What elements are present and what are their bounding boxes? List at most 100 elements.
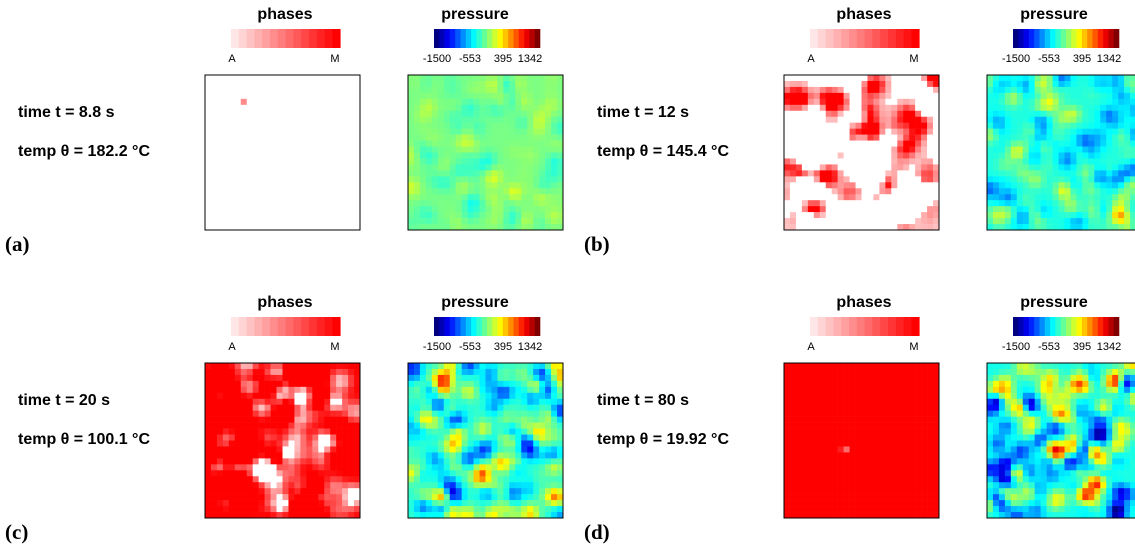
phase-cell xyxy=(211,399,217,405)
phase-cell xyxy=(324,452,330,458)
phase-cell xyxy=(844,482,850,488)
pressure-cell xyxy=(426,200,432,206)
pressure-cell xyxy=(539,147,545,153)
pressure-cell xyxy=(414,182,420,188)
pressure-cell xyxy=(1118,224,1124,230)
phase-cell xyxy=(873,375,879,381)
pressure-cell xyxy=(438,494,444,500)
pressure-cell xyxy=(1053,87,1059,93)
pressure-cell xyxy=(420,375,426,381)
pressure-cell xyxy=(444,494,450,500)
phase-cell xyxy=(324,147,330,153)
pressure-cell xyxy=(450,99,456,105)
phase-cell xyxy=(253,129,259,135)
phase-cell xyxy=(897,105,903,111)
colorbar-step xyxy=(492,29,498,48)
phase-cell xyxy=(927,369,933,375)
phase-cell xyxy=(288,446,294,452)
phase-cell xyxy=(306,81,312,87)
phase-cell xyxy=(832,87,838,93)
phase-cell xyxy=(288,81,294,87)
pressure-cell xyxy=(503,170,509,176)
phase-cell xyxy=(336,512,342,518)
phase-cell xyxy=(820,482,826,488)
phase-cell xyxy=(832,200,838,206)
phase-cell xyxy=(247,206,253,212)
phase-cell xyxy=(909,512,915,518)
phase-cell xyxy=(253,99,259,105)
pressure-cell xyxy=(486,405,492,411)
pressure-cell xyxy=(462,141,468,147)
phase-cell xyxy=(283,111,289,117)
phase-cell xyxy=(324,435,330,441)
pressure-cell xyxy=(420,464,426,470)
pressure-cell xyxy=(486,387,492,393)
pressure-cell xyxy=(999,375,1005,381)
phase-cell xyxy=(229,417,235,423)
phase-cell xyxy=(324,224,330,230)
time-label: time t = 12 s xyxy=(597,104,689,121)
pressure-cell xyxy=(408,164,414,170)
pressure-cell xyxy=(527,81,533,87)
phase-cell xyxy=(903,494,909,500)
phase-cell xyxy=(867,164,873,170)
pressure-cell xyxy=(1017,153,1023,159)
pressure-cell xyxy=(420,206,426,212)
pressure-cell xyxy=(1005,147,1011,153)
pressure-cell xyxy=(426,158,432,164)
phase-cell xyxy=(288,117,294,123)
pressure-cell xyxy=(491,435,497,441)
pressure-cell xyxy=(1041,218,1047,224)
pressure-cell xyxy=(527,452,533,458)
pressure-cell xyxy=(426,512,432,518)
phase-cell xyxy=(217,446,223,452)
phase-cell xyxy=(838,494,844,500)
pressure-cell xyxy=(456,375,462,381)
colorbar-step xyxy=(524,317,530,336)
phase-cell xyxy=(867,117,873,123)
phase-cell xyxy=(229,147,235,153)
pressure-cell xyxy=(426,494,432,500)
colorbar-step xyxy=(1093,29,1099,48)
pressure-cell xyxy=(1047,105,1053,111)
pressure-cell xyxy=(1100,200,1106,206)
phase-cell xyxy=(820,399,826,405)
pressure-cell xyxy=(438,93,444,99)
phase-cell xyxy=(862,135,868,141)
pressure-cell xyxy=(480,135,486,141)
pressure-cell xyxy=(503,129,509,135)
pressure-cell xyxy=(515,500,521,506)
phase-cell xyxy=(324,129,330,135)
phase-cell xyxy=(283,381,289,387)
pressure-cell xyxy=(480,476,486,482)
pressure-cell xyxy=(408,488,414,494)
phase-cell xyxy=(241,224,247,230)
pressure-cell xyxy=(420,87,426,93)
phase-cell xyxy=(205,123,211,129)
pressure-cell xyxy=(521,393,527,399)
phase-cell xyxy=(927,482,933,488)
pressure-cell xyxy=(527,435,533,441)
pressure-cell xyxy=(456,158,462,164)
phase-cell xyxy=(223,482,229,488)
pressure-cell xyxy=(474,129,480,135)
pressure-cell xyxy=(1029,363,1035,369)
phase-cell xyxy=(259,369,265,375)
pressure-cell xyxy=(545,494,551,500)
phase-cell xyxy=(229,135,235,141)
phase-cell xyxy=(283,99,289,105)
phase-cell xyxy=(915,506,921,512)
colorbar-step xyxy=(231,29,239,48)
phase-cell xyxy=(217,482,223,488)
phase-cell xyxy=(229,123,235,129)
pressure-cell xyxy=(408,452,414,458)
time-label: time t = 8.8 s xyxy=(18,104,115,121)
phase-cell xyxy=(814,158,820,164)
pressure-cell xyxy=(491,111,497,117)
phase-cell xyxy=(885,441,891,447)
pressure-cell xyxy=(1118,369,1124,375)
phase-cell xyxy=(253,111,259,117)
phase-cell xyxy=(856,218,862,224)
phase-cell xyxy=(814,206,820,212)
phase-cell xyxy=(330,111,336,117)
